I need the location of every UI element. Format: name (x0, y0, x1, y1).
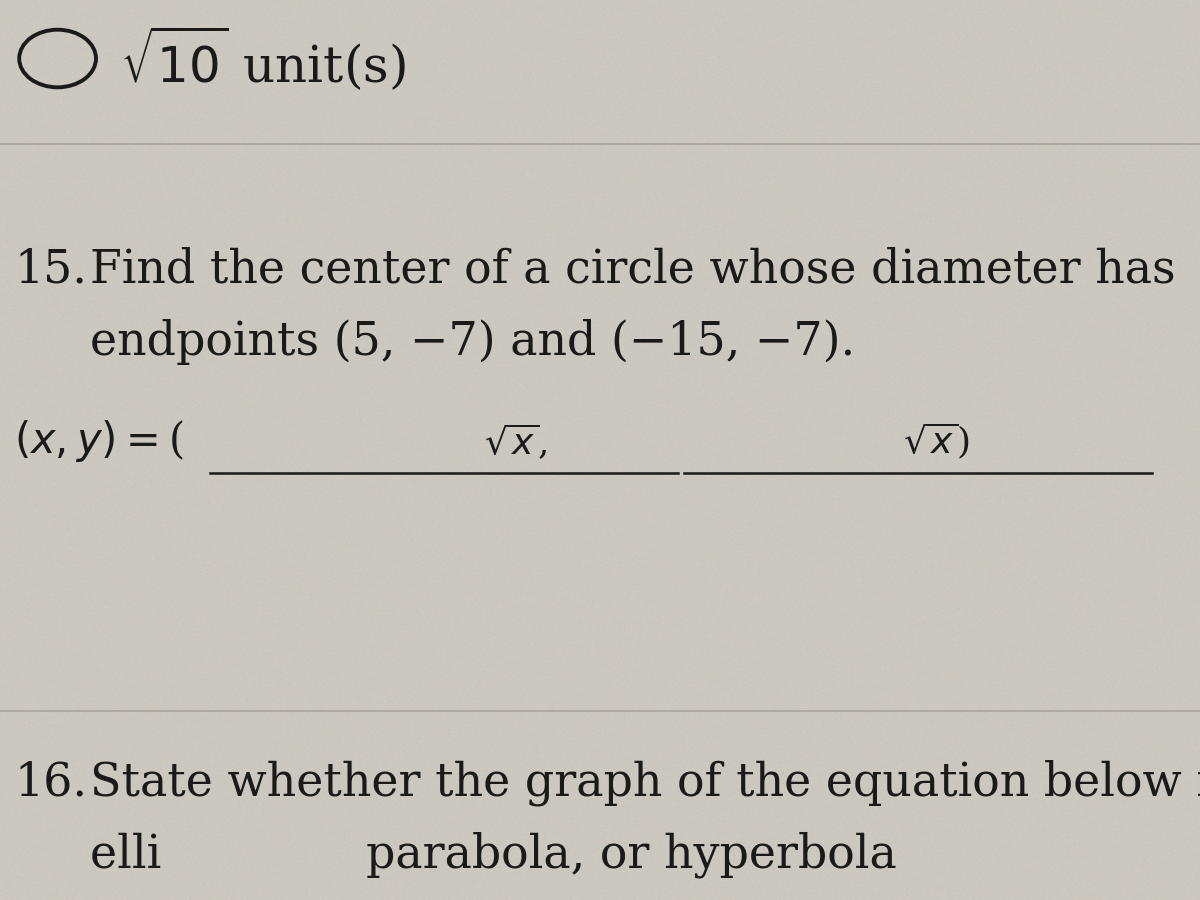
Text: endpoints (5, −7) and (−15, −7).: endpoints (5, −7) and (−15, −7). (90, 319, 856, 365)
Text: State whether the graph of the equation below is: State whether the graph of the equation … (90, 760, 1200, 806)
Text: $(x, y) =$(: $(x, y) =$( (14, 418, 184, 464)
Text: elli              parabola, or hyperbola: elli parabola, or hyperbola (90, 832, 896, 878)
Text: $\sqrt{x}$,: $\sqrt{x}$, (485, 421, 547, 461)
Text: $\sqrt{10}$ unit(s): $\sqrt{10}$ unit(s) (120, 24, 406, 93)
Text: 16.: 16. (14, 760, 88, 806)
Text: Find the center of a circle whose diameter has: Find the center of a circle whose diamet… (90, 248, 1176, 292)
Text: 15.: 15. (14, 248, 88, 292)
Text: $\sqrt{x}$): $\sqrt{x}$) (902, 421, 970, 461)
